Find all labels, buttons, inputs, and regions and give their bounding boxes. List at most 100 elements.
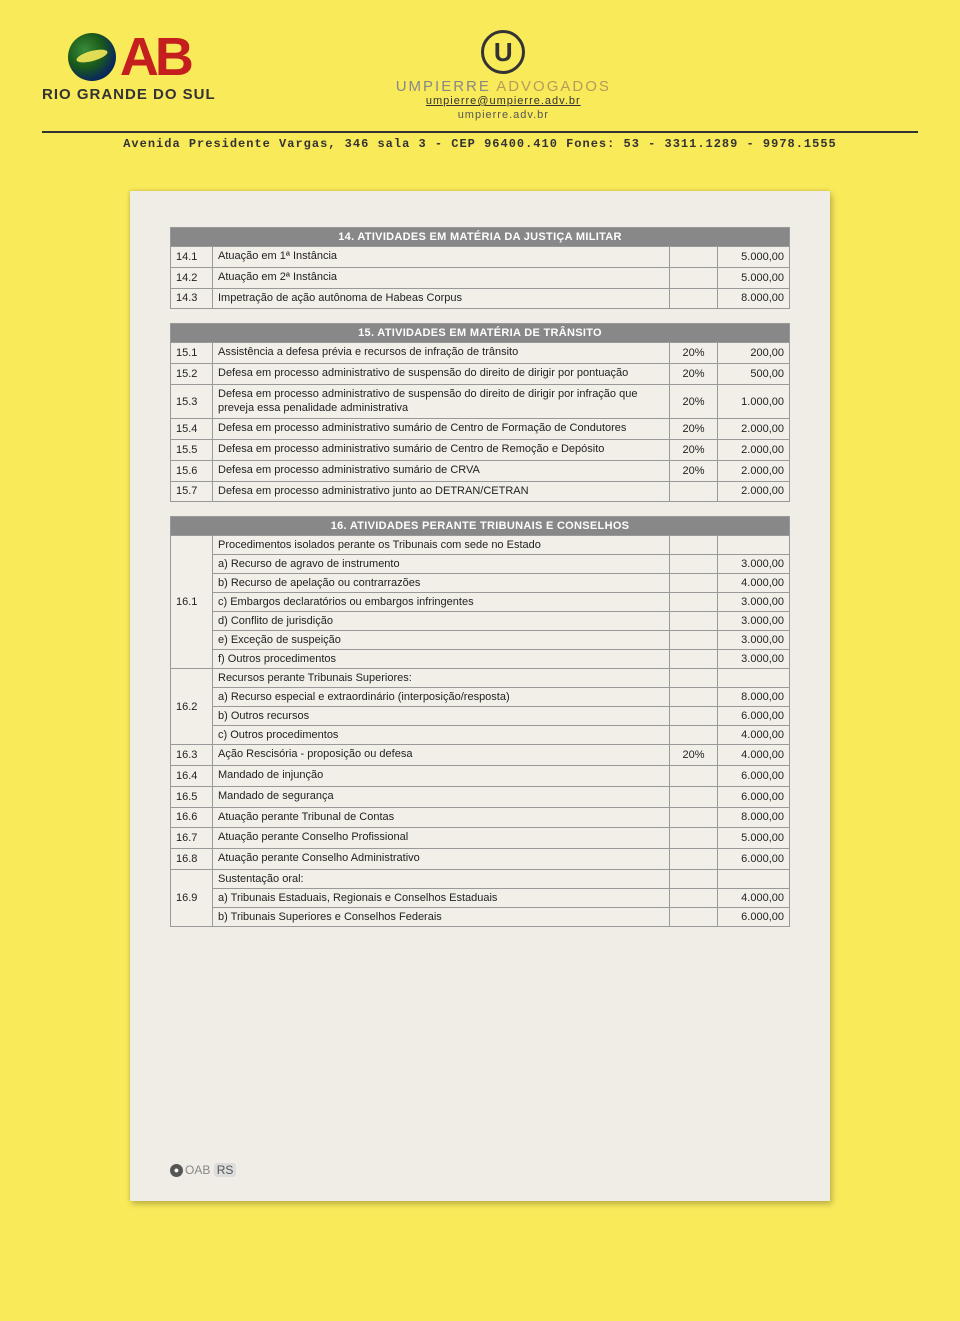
cell-pct [670, 766, 718, 787]
cell-desc: a) Tribunais Estaduais, Regionais e Cons… [213, 888, 670, 907]
cell-code: 16.1 [171, 536, 213, 669]
table-row: b) Recurso de apelação ou contrarrazões 4… [171, 574, 790, 593]
document-sheet: 14. ATIVIDADES EM MATÉRIA DA JUSTIÇA MIL… [130, 191, 830, 1201]
footer-oab: OAB [185, 1163, 210, 1177]
cell-pct [670, 247, 718, 268]
cell-val: 2.000,00 [718, 419, 790, 440]
cell-code: 14.2 [171, 267, 213, 288]
oab-logo-block: A B RIO GRANDE DO SUL [42, 30, 216, 103]
table-row: 15.1Assistência a defesa prévia e recurs… [171, 343, 790, 364]
cell-val [718, 869, 790, 888]
cell-val [718, 536, 790, 555]
cell-pct [670, 555, 718, 574]
cell-pct [670, 593, 718, 612]
section-header-row: 15. ATIVIDADES EM MATÉRIA DE TRÂNSITO [171, 324, 790, 343]
cell-desc: Atuação perante Tribunal de Contas [213, 807, 670, 828]
cell-code: 16.6 [171, 807, 213, 828]
table-section-16: 16. ATIVIDADES PERANTE TRIBUNAIS E CONSE… [170, 516, 790, 927]
cell-pct [670, 536, 718, 555]
table-row: 16.9Sustentação oral: [171, 869, 790, 888]
table-row: a) Recurso de agravo de instrumento 3.000… [171, 555, 790, 574]
u-circle-icon: U [481, 30, 525, 74]
scanned-page: A B RIO GRANDE DO SUL U UMPIERRE ADVOGAD… [0, 0, 960, 1321]
cell-code: 16.2 [171, 669, 213, 745]
cell-desc: c) Embargos declaratórios ou embargos in… [213, 593, 670, 612]
table-row: 14.3Impetração de ação autônoma de Habea… [171, 288, 790, 309]
cell-code: 15.3 [171, 384, 213, 419]
cell-desc: Procedimentos isolados perante os Tribun… [213, 536, 670, 555]
cell-val: 8.000,00 [718, 688, 790, 707]
cell-val: 5.000,00 [718, 828, 790, 849]
cell-desc: Ação Rescisória - proposição ou defesa [213, 745, 670, 766]
cell-pct [670, 631, 718, 650]
cell-pct [670, 481, 718, 502]
cell-pct [670, 669, 718, 688]
cell-desc: Atuação perante Conselho Administrativo [213, 849, 670, 870]
cell-val: 8.000,00 [718, 807, 790, 828]
cell-pct [670, 574, 718, 593]
letter-a: A [120, 30, 155, 84]
cell-pct [670, 650, 718, 669]
cell-code: 16.7 [171, 828, 213, 849]
cell-pct: 20% [670, 419, 718, 440]
cell-pct [670, 907, 718, 926]
table-row: f) Outros procedimentos3.000,00 [171, 650, 790, 669]
header-divider [42, 131, 918, 133]
cell-desc: Defesa em processo administrativo de sus… [213, 384, 670, 419]
table-row: 14.1Atuação em 1ª Instância5.000,00 [171, 247, 790, 268]
table-row: 15.2Defesa em processo administrativo de… [171, 364, 790, 385]
cell-val: 4.000,00 [718, 726, 790, 745]
cell-val: 3.000,00 [718, 631, 790, 650]
table-row: 14.2Atuação em 2ª Instância 5.000,00 [171, 267, 790, 288]
table-row: a) Recurso especial e extraordinário (in… [171, 688, 790, 707]
cell-val: 6.000,00 [718, 907, 790, 926]
cell-desc: Atuação em 2ª Instância [213, 267, 670, 288]
cell-pct [670, 807, 718, 828]
cell-val: 2.000,00 [718, 481, 790, 502]
letter-b: B [155, 30, 190, 84]
cell-val: 3.000,00 [718, 555, 790, 574]
cell-code: 15.2 [171, 364, 213, 385]
cell-desc: Mandado de segurança [213, 786, 670, 807]
cell-val: 4.000,00 [718, 574, 790, 593]
table-row: 16.7Atuação perante Conselho Profissiona… [171, 828, 790, 849]
cell-desc: a) Recurso de agravo de instrumento [213, 555, 670, 574]
cell-desc: Assistência a defesa prévia e recursos d… [213, 343, 670, 364]
cell-pct [670, 726, 718, 745]
table-row: c) Embargos declaratórios ou embargos in… [171, 593, 790, 612]
table-row: d) Conflito de jurisdição3.000,00 [171, 612, 790, 631]
table-row: a) Tribunais Estaduais, Regionais e Cons… [171, 888, 790, 907]
table-section-15: 15. ATIVIDADES EM MATÉRIA DE TRÂNSITO 15… [170, 323, 790, 502]
cell-code: 16.5 [171, 786, 213, 807]
cell-desc: f) Outros procedimentos [213, 650, 670, 669]
cell-val: 500,00 [718, 364, 790, 385]
table-row: e) Exceção de suspeição3.000,00 [171, 631, 790, 650]
cell-pct [670, 288, 718, 309]
cell-desc: b) Recurso de apelação ou contrarrazões [213, 574, 670, 593]
table-row: 16.3Ação Rescisória - proposição ou defe… [171, 745, 790, 766]
oab-subtitle: RIO GRANDE DO SUL [42, 86, 216, 103]
cell-val: 200,00 [718, 343, 790, 364]
cell-desc: Defesa em processo administrativo sumári… [213, 419, 670, 440]
table-row: 15.5Defesa em processo administrativo su… [171, 440, 790, 461]
cell-code: 15.7 [171, 481, 213, 502]
cell-desc: b) Tribunais Superiores e Conselhos Fede… [213, 907, 670, 926]
cell-desc: Defesa em processo administrativo sumári… [213, 440, 670, 461]
table-row: 16.5Mandado de segurança6.000,00 [171, 786, 790, 807]
section-header-row: 16. ATIVIDADES PERANTE TRIBUNAIS E CONSE… [171, 517, 790, 536]
cell-val: 6.000,00 [718, 766, 790, 787]
table-row: 16.4Mandado de injunção6.000,00 [171, 766, 790, 787]
cell-desc: b) Outros recursos [213, 707, 670, 726]
ab-letters: A B [120, 30, 190, 84]
table-row: 16.1Procedimentos isolados perante os Tr… [171, 536, 790, 555]
cell-pct [670, 888, 718, 907]
table-row: b) Outros recursos6.000,00 [171, 707, 790, 726]
cell-val: 5.000,00 [718, 267, 790, 288]
table-section-14: 14. ATIVIDADES EM MATÉRIA DA JUSTIÇA MIL… [170, 227, 790, 309]
cell-desc: a) Recurso especial e extraordinário (in… [213, 688, 670, 707]
table-row: 15.7Defesa em processo administrativo ju… [171, 481, 790, 502]
cell-desc: Impetração de ação autônoma de Habeas Co… [213, 288, 670, 309]
table-row: 16.2Recursos perante Tribunais Superiore… [171, 669, 790, 688]
cell-pct [670, 612, 718, 631]
cell-code: 16.9 [171, 869, 213, 926]
